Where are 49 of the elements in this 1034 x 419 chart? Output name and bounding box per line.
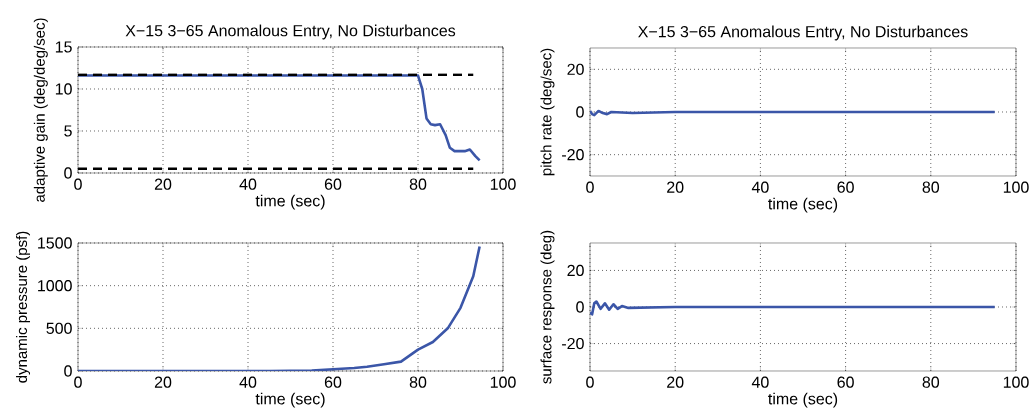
x-tick-label: 60	[837, 376, 854, 388]
x-axis-title: time (sec)	[255, 392, 325, 408]
y-tick-label: 500	[46, 322, 72, 334]
x-tick-label: 100	[1003, 181, 1029, 193]
y-tick-label: 0	[64, 167, 72, 179]
x-axis-title: time (sec)	[255, 194, 325, 210]
x-tick-label: 80	[409, 376, 427, 388]
y-tick-label: 10	[55, 83, 72, 95]
x-tick-label: 100	[490, 178, 516, 190]
x-tick-label: 60	[324, 376, 342, 388]
chart-title: X−15 3−65 Anomalous Entry, No Disturbances	[125, 24, 456, 40]
x-tick-label: 0	[74, 376, 82, 388]
y-tick-label: -20	[562, 149, 584, 161]
y-axis-title: surface response (deg)	[540, 230, 555, 384]
chart-title: X−15 3−65 Anomalous Entry, No Disturbances	[638, 25, 968, 41]
x-tick-label: 40	[751, 376, 769, 388]
y-tick-label: 20	[567, 264, 584, 277]
x-axis-title: time (sec)	[768, 197, 838, 213]
x-tick-label: 60	[837, 181, 854, 193]
y-tick-label: 20	[567, 63, 584, 75]
x-tick-label: 60	[324, 178, 342, 190]
y-tick-label: 1000	[38, 280, 72, 292]
y-tick-label: 0	[64, 365, 72, 377]
x-tick-label: 20	[154, 376, 172, 388]
y-axis-title: pitch rate (deg/sec)	[540, 48, 555, 176]
x-tick-label: 80	[922, 376, 940, 388]
y-tick-label: -20	[562, 337, 584, 350]
x-tick-label: 100	[490, 376, 516, 388]
x-tick-label: 40	[239, 376, 257, 388]
y-tick-label: 0	[576, 301, 584, 313]
x-tick-label: 0	[586, 376, 594, 388]
x-tick-label: 0	[74, 178, 82, 190]
x-tick-label: 40	[751, 181, 769, 193]
y-axis-title: adaptive gain (deg/deg/sec)	[33, 18, 48, 202]
x-tick-label: 100	[1003, 376, 1029, 388]
y-tick-label: 1500	[38, 237, 72, 249]
x-tick-label: 20	[667, 181, 684, 193]
y-tick-label: 0	[576, 106, 584, 118]
x-tick-label: 20	[154, 178, 172, 190]
x-tick-label: 40	[239, 178, 257, 190]
line-series	[78, 245, 481, 371]
x-tick-label: 20	[667, 376, 684, 388]
x-tick-label: 80	[409, 178, 427, 190]
x-tick-label: 80	[922, 181, 940, 193]
x-axis-title: time (sec)	[768, 392, 838, 408]
y-axis-title: dynamic pressure (psf)	[16, 231, 31, 383]
x-tick-label: 0	[586, 181, 594, 193]
y-tick-label: 5	[64, 125, 72, 137]
y-tick-label: 15	[55, 41, 72, 53]
